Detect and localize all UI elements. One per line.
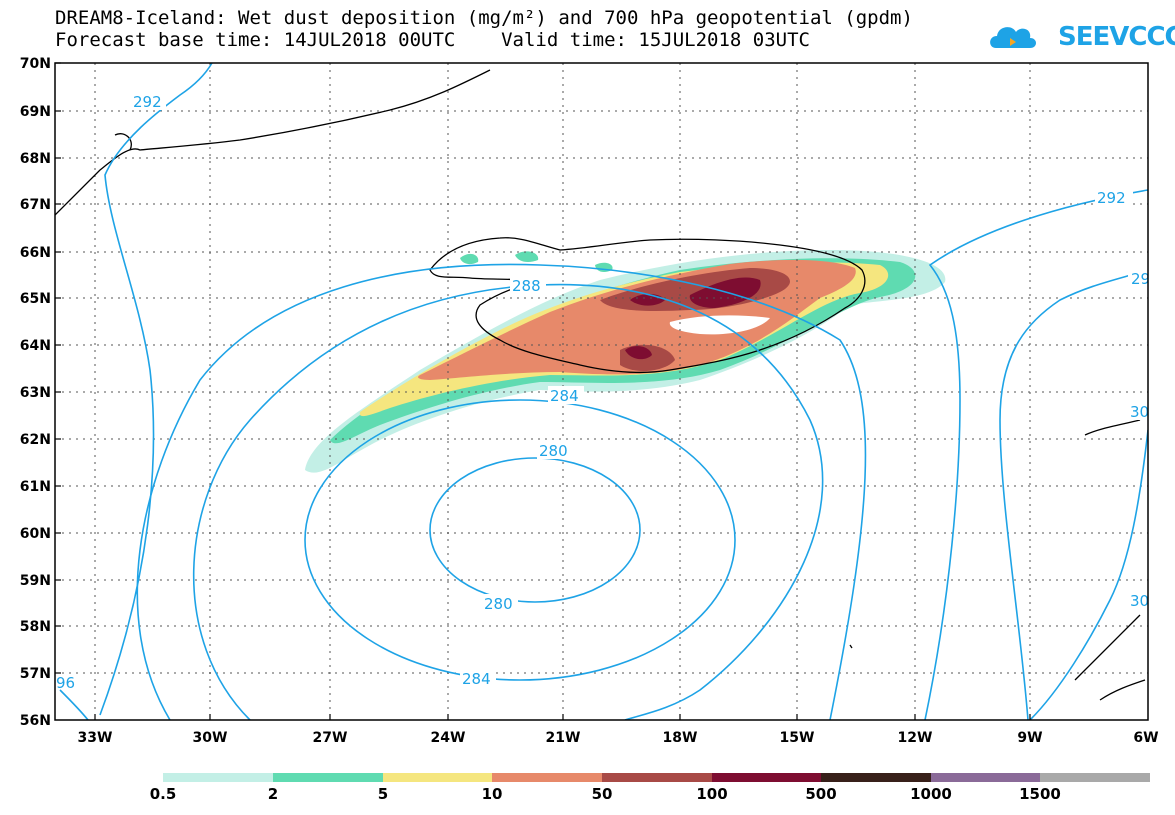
legend-label: 10 — [481, 785, 503, 803]
cloud-icon — [990, 27, 1036, 48]
contour-label: 292 — [1097, 189, 1126, 207]
legend-label: 0.5 — [149, 785, 177, 803]
lat-label: 61N — [20, 479, 51, 495]
map-subtitle: Forecast base time: 14JUL2018 00UTC Vali… — [55, 29, 810, 51]
lon-label: 27W — [313, 730, 348, 746]
legend-label: 1500 — [1019, 785, 1061, 803]
axis-ticks — [55, 62, 1031, 720]
contour-label: 30 — [1130, 592, 1149, 610]
coastlines — [55, 69, 1146, 701]
lon-label: 33W — [78, 730, 113, 746]
map-grid — [55, 63, 1148, 720]
lat-label: 62N — [20, 432, 51, 448]
lon-label: 12W — [898, 730, 933, 746]
lat-label: 70N — [20, 56, 51, 72]
longitude-labels: 33W 30W 27W 24W 21W 18W 15W 12W 9W 6W — [78, 730, 1159, 746]
lon-label: 21W — [546, 730, 581, 746]
legend-swatch — [931, 773, 1040, 782]
lat-label: 67N — [20, 197, 51, 213]
legend-swatch — [1040, 773, 1150, 782]
lon-label: 24W — [431, 730, 466, 746]
lat-label: 68N — [20, 151, 51, 167]
legend-swatch — [163, 773, 273, 782]
legend-label: 2 — [267, 785, 279, 803]
lat-label: 63N — [20, 385, 51, 401]
lon-label: 30W — [193, 730, 228, 746]
contour-label: 284 — [550, 387, 579, 405]
lat-label: 58N — [20, 619, 51, 635]
contour-labels: 292 292 29 288 284 280 280 284 30 30 96 — [56, 92, 1150, 692]
legend-label: 100 — [696, 785, 728, 803]
contour-label: 280 — [539, 442, 568, 460]
lon-label: 9W — [1017, 730, 1042, 746]
contour-label: 284 — [462, 670, 491, 688]
logo-text: SEEVCCC — [1058, 22, 1175, 52]
legend-swatch — [821, 773, 931, 782]
lat-label: 66N — [20, 245, 51, 261]
legend-swatch — [273, 773, 383, 782]
contour-label: 30 — [1130, 403, 1149, 421]
geopotential-contours — [59, 63, 1148, 720]
lat-label: 65N — [20, 291, 51, 307]
lat-label: 57N — [20, 666, 51, 682]
lon-label: 15W — [780, 730, 815, 746]
legend-label: 1000 — [910, 785, 952, 803]
legend-swatch — [492, 773, 602, 782]
lat-label: 64N — [20, 338, 51, 354]
contour-label: 280 — [484, 595, 513, 613]
lat-label: 56N — [20, 713, 51, 729]
latitude-labels: 70N 69N 68N 67N 66N 65N 64N 63N 62N 61N … — [20, 56, 51, 729]
contour-label: 29 — [1131, 270, 1150, 288]
lat-label: 60N — [20, 526, 51, 542]
legend-swatch — [602, 773, 712, 782]
map-title: DREAM8-Iceland: Wet dust deposition (mg/… — [55, 7, 913, 29]
lon-label: 6W — [1133, 730, 1158, 746]
contour-label: 288 — [512, 277, 541, 295]
lat-label: 69N — [20, 104, 51, 120]
legend-swatch — [383, 773, 492, 782]
legend-label: 500 — [805, 785, 837, 803]
contour-label: 96 — [56, 674, 75, 692]
contour-label: 292 — [133, 93, 162, 111]
legend-label: 50 — [591, 785, 613, 803]
lat-label: 59N — [20, 573, 51, 589]
lon-label: 18W — [663, 730, 698, 746]
legend-label: 5 — [377, 785, 389, 803]
legend-swatch — [712, 773, 821, 782]
